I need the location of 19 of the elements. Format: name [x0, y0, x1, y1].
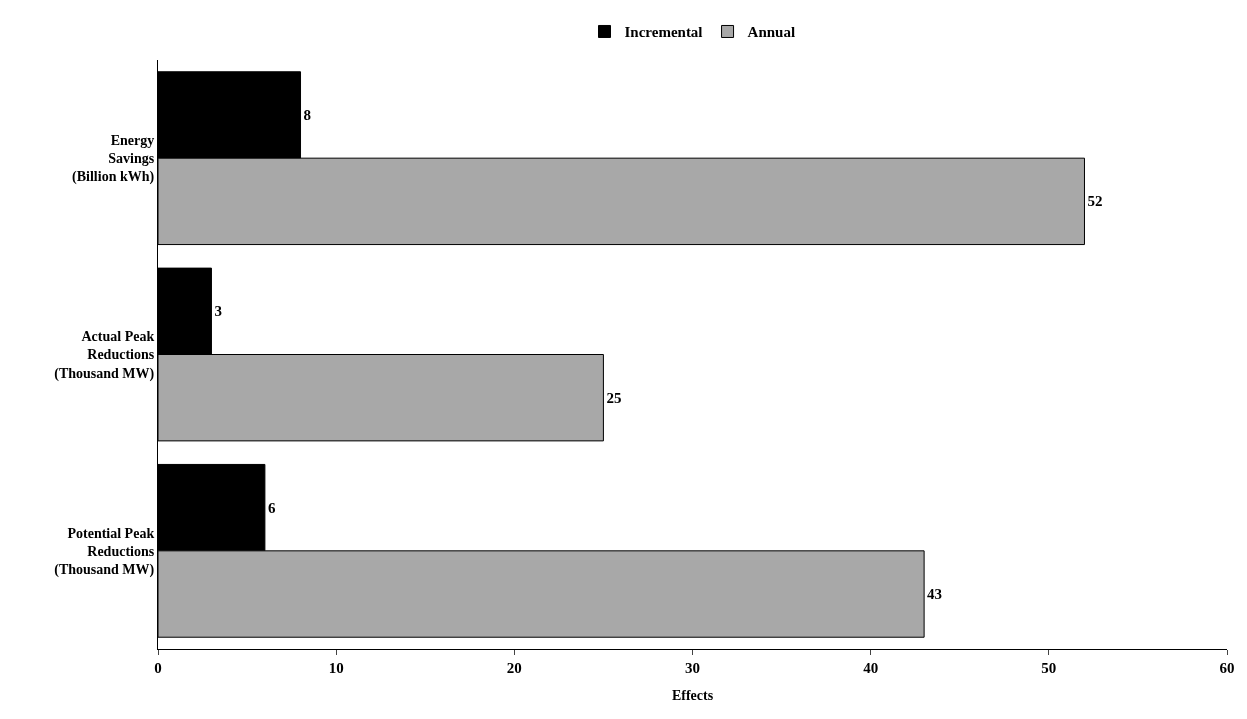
- y-tick-label: Energy Savings (Billion kWh): [72, 132, 155, 186]
- x-axis-title: Effects: [671, 688, 714, 704]
- legend-label: Incremental: [624, 24, 703, 41]
- data-label: 52: [1087, 193, 1103, 210]
- x-tick-label: 20: [506, 660, 522, 676]
- legend-label: Annual: [747, 24, 796, 41]
- y-tick-label: Actual Peak Reductions (Thousand MW): [54, 329, 155, 382]
- data-label: 25: [606, 389, 622, 406]
- data-label: 3: [214, 303, 222, 320]
- data-label: 8: [303, 106, 312, 123]
- x-tick-label: 40: [863, 660, 879, 676]
- x-tick-label: 30: [685, 660, 700, 676]
- x-tick-label: 50: [1041, 660, 1057, 676]
- x-tick-label: 10: [328, 660, 344, 676]
- data-label: 43: [927, 586, 943, 603]
- x-tick-label: 0: [154, 660, 162, 676]
- x-tick-label: 60: [1219, 660, 1235, 676]
- y-tick-label: Potential Peak Reductions (Thousand MW): [54, 525, 155, 578]
- data-label: 6: [267, 499, 276, 516]
